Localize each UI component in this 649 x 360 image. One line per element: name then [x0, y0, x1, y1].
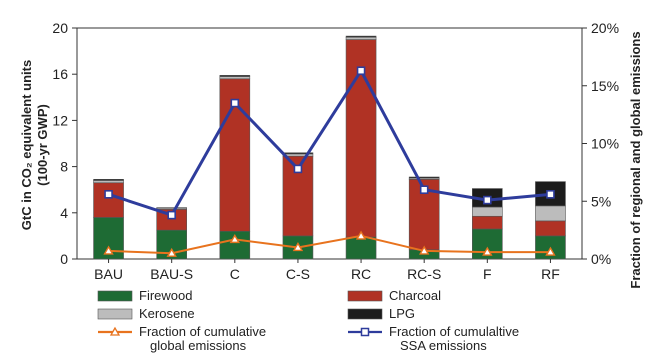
y2-tick-label: 0%	[591, 251, 611, 267]
fraction-lines	[103, 66, 556, 257]
x-tick-label: BAU	[94, 266, 123, 282]
bar-segment-lpg-c	[219, 75, 251, 77]
bar-segment-lpg-rc-s	[408, 176, 440, 179]
y2-tick-label: 5%	[591, 193, 611, 209]
bar-segment-kerosene-bau	[93, 180, 124, 184]
bar-stacks	[93, 35, 566, 260]
x-tick-label: RC-S	[407, 266, 441, 282]
bar-segment-kerosene-rf	[535, 205, 566, 222]
bar-segment-charcoal-rf	[535, 220, 566, 237]
legend-swatch	[97, 308, 133, 320]
y-tick-label: 12	[52, 112, 68, 128]
marker-ssa-c	[230, 98, 240, 108]
legend-marker	[109, 326, 121, 336]
x-tick-label: BAU-S	[150, 266, 193, 282]
marker-global-rf	[545, 246, 556, 256]
x-tick-label: C	[230, 266, 240, 282]
y2-tick-label: 10%	[591, 136, 619, 152]
marker-global-bau-s	[166, 247, 177, 257]
legend-swatch	[97, 290, 133, 302]
x-tick-label: RC	[351, 266, 371, 282]
y-tick-label: 16	[52, 66, 68, 82]
plot-frame	[76, 27, 583, 260]
axes: 0 4 8 12 16 20 0% 5% 10% 15% 20% BAU BAU-S C C-S RC RC-S…	[19, 20, 643, 289]
marker-global-c	[229, 233, 241, 244]
legend-entry: Charcoal	[347, 288, 441, 303]
bar-segment-lpg-bau	[93, 179, 124, 181]
legend-label: Kerosene	[139, 306, 195, 321]
marker-ssa-rf	[546, 190, 555, 199]
y2-axis-title-text: Fraction of regional and global emission…	[628, 31, 643, 288]
marker-ssa-c-s	[293, 164, 303, 174]
legend-swatch	[347, 290, 383, 302]
y-tick-label: 20	[52, 20, 68, 36]
marker-global-rc-s	[418, 245, 430, 255]
x-tick-label: RF	[541, 266, 560, 282]
bar-segment-charcoal-bau	[93, 182, 124, 218]
y2-axis-title: Fraction of regional and global emission…	[628, 31, 643, 288]
marker-ssa-bau-s	[167, 210, 176, 220]
x-tick-label: C-S	[286, 266, 310, 282]
bar-segment-lpg-rc	[345, 35, 377, 38]
marker-global-rc	[355, 230, 367, 240]
legend-marker	[360, 327, 370, 337]
y-tick-label: 0	[60, 251, 68, 267]
y2-tick-label: 20%	[591, 20, 619, 36]
plot-border	[76, 27, 583, 260]
legend-label: Charcoal	[389, 288, 441, 303]
legend-label: Fraction of cumulative	[139, 324, 266, 339]
marker-global-c-s	[292, 242, 304, 252]
bar-segment-charcoal-f	[472, 215, 503, 230]
legend-entry: Kerosene	[97, 306, 195, 321]
marker-ssa-bau	[104, 190, 113, 199]
bar-segment-kerosene-f	[472, 206, 503, 217]
legend-label: SSA emissions	[400, 338, 487, 353]
legend-label: Firewood	[139, 288, 192, 303]
line-ssa-fraction	[108, 67, 551, 217]
legend-label: Fraction of cumulaltive	[389, 324, 519, 339]
marker-global-f	[482, 246, 493, 256]
legend: Firewood Charcoal Kerosene LPG Fraction of c…	[97, 288, 519, 353]
line-global-fraction	[108, 234, 551, 255]
y2-tick-label: 15%	[591, 78, 619, 94]
y-tick-label: 4	[60, 205, 68, 221]
legend-entry: Firewood	[97, 288, 192, 303]
bar-segment-kerosene-rc	[345, 36, 377, 40]
marker-ssa-f	[483, 195, 492, 205]
legend-swatch	[347, 308, 383, 320]
y-axis-title: GtC in CO₂ equivalent units (100-yr GWP)	[19, 60, 50, 230]
marker-ssa-rc-s	[419, 185, 429, 194]
legend-label: global emissions	[150, 338, 247, 353]
y-axis-title-line: GtC in CO₂ equivalent units	[19, 60, 34, 230]
y-tick-label: 8	[60, 159, 68, 175]
bar-segment-lpg-bau-s	[156, 207, 187, 209]
bar-segment-kerosene-c	[219, 76, 251, 80]
y-axis-title-line: (100-yr GWP)	[35, 104, 50, 186]
x-tick-label: F	[483, 266, 492, 282]
marker-ssa-rc	[356, 66, 366, 76]
marker-global-bau	[103, 245, 114, 255]
legend-entry: LPG	[347, 306, 415, 321]
legend-label: LPG	[389, 306, 415, 321]
bar-segment-firewood-rc	[345, 236, 377, 260]
